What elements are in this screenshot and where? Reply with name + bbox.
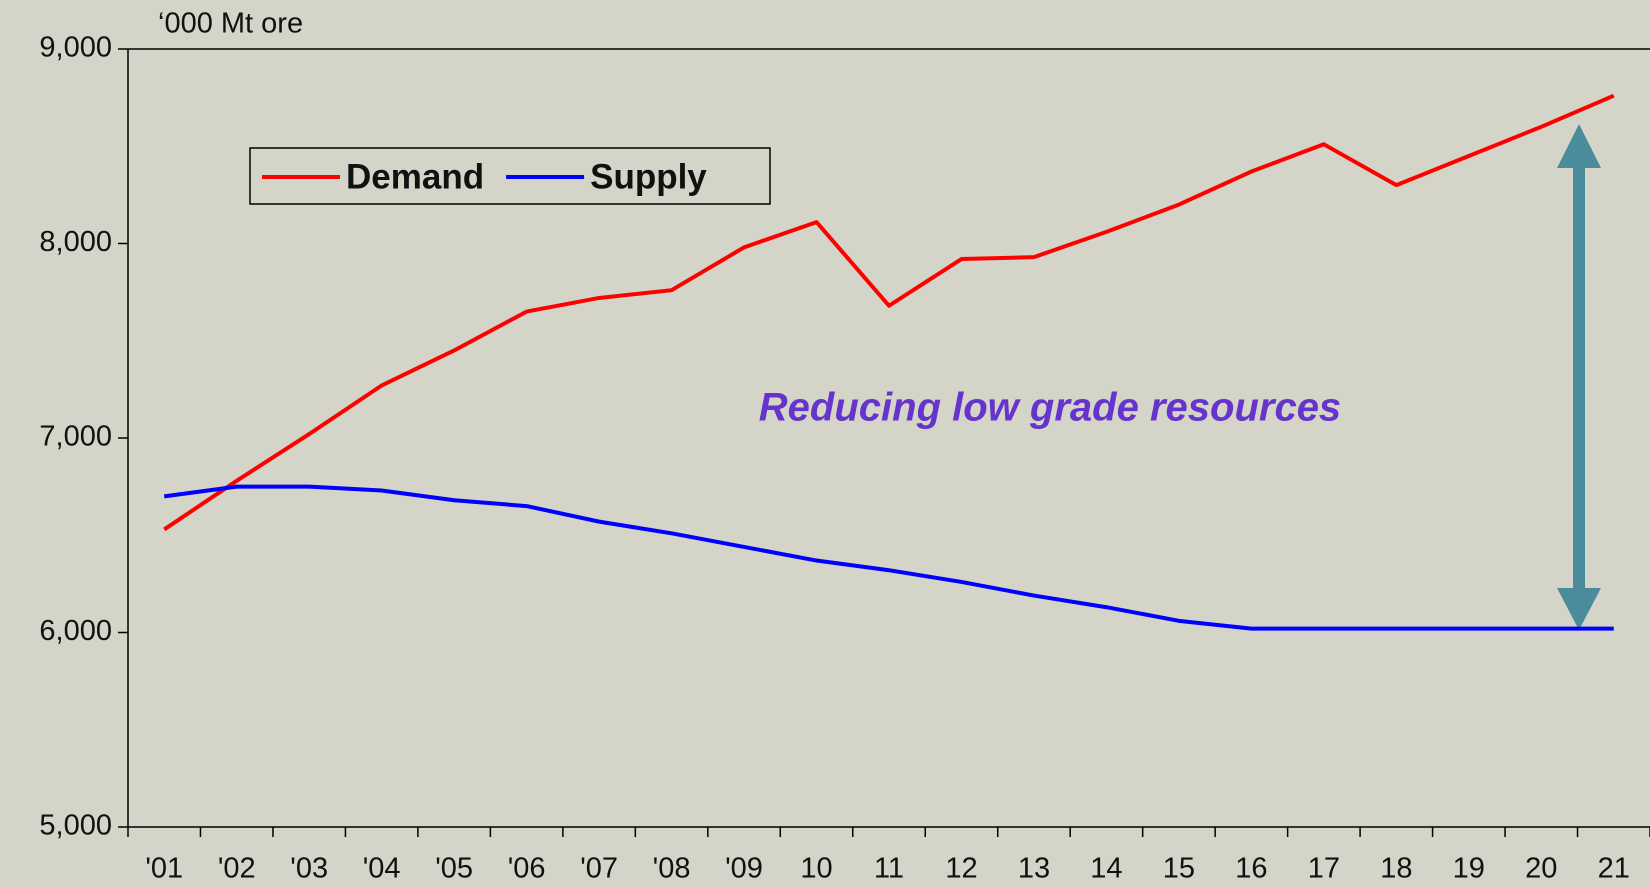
y-tick-label: 7,000 [39, 421, 112, 453]
y-tick-label: 5,000 [39, 810, 112, 842]
x-tick-label: 20 [1525, 853, 1557, 885]
x-tick-label: 13 [1018, 853, 1050, 885]
x-tick-label: '04 [363, 853, 401, 885]
x-tick-label: 19 [1453, 853, 1485, 885]
x-tick-label: 10 [800, 853, 832, 885]
x-tick-label: '02 [218, 853, 256, 885]
x-tick-label: 18 [1380, 853, 1412, 885]
annotation: Reducing low grade resources [759, 386, 1341, 430]
x-tick-label: 21 [1598, 853, 1630, 885]
gap-arrow [1557, 124, 1601, 630]
legend-label: Supply [590, 157, 707, 196]
x-tick-label: 15 [1163, 853, 1195, 885]
x-tick-label: '03 [290, 853, 328, 885]
series-line [163, 484, 1614, 631]
x-tick-label: 14 [1090, 853, 1122, 885]
x-tick-label: '05 [435, 853, 473, 885]
y-tick-label: 6,000 [39, 615, 112, 647]
legend-box [249, 147, 771, 205]
series-line [163, 93, 1615, 532]
y-unit-label: ‘000 Mt ore [158, 8, 303, 40]
x-tick-label: 16 [1235, 853, 1267, 885]
x-tick-label: '09 [725, 853, 763, 885]
x-tick-label: 17 [1308, 853, 1340, 885]
x-tick-label: '01 [145, 853, 183, 885]
x-tick-label: 12 [945, 853, 977, 885]
x-tick-label: '08 [653, 853, 691, 885]
x-tick-label: 11 [874, 853, 904, 885]
y-tick-label: 8,000 [39, 226, 112, 258]
x-tick-label: '06 [508, 853, 546, 885]
legend-label: Demand [346, 157, 484, 196]
x-tick-label: '07 [580, 853, 618, 885]
y-tick-label: 9,000 [39, 32, 112, 64]
